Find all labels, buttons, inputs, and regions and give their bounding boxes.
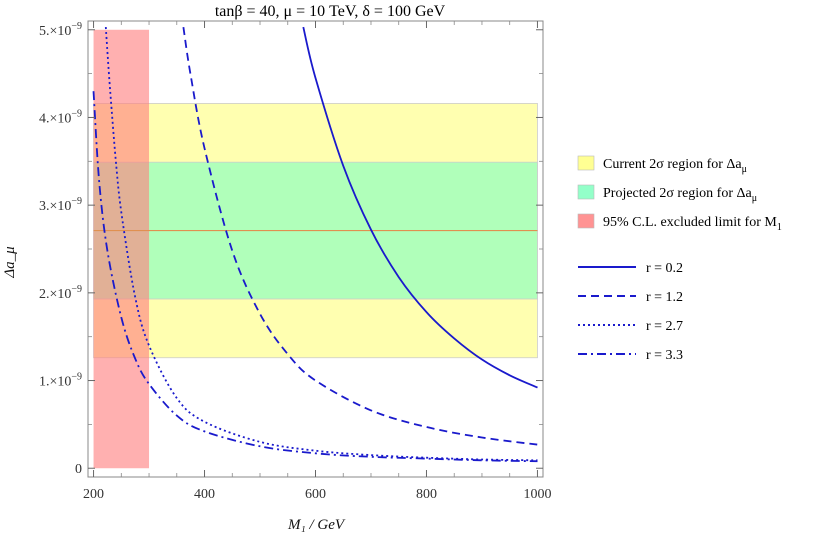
y-tick-mantissa: 1.×10	[39, 375, 71, 390]
chart-title: tanβ = 40, μ = 10 TeV, δ = 100 GeV	[215, 3, 446, 20]
y-tick-exponent: −9	[71, 108, 82, 119]
legend-label-projected-2-region-for-a: Projected 2σ region for Δaμ	[603, 186, 757, 204]
y-axis-title: Δa_μ	[2, 246, 18, 279]
legend-label-95-c-l-excluded-limit-for-m: 95% C.L. excluded limit for M1	[603, 215, 782, 233]
curves	[92, 26, 538, 463]
legend-label-main: Projected 2σ region for Δa	[603, 186, 753, 201]
x-tick-label: 600	[305, 487, 326, 502]
x-tick-label: 1000	[523, 487, 551, 502]
legend-label-main: 95% C.L. excluded limit for M	[603, 215, 777, 230]
y-tick-label: 2.×10−9	[39, 284, 82, 302]
x-tick-label: 200	[83, 487, 104, 502]
curve-r-1-2	[182, 26, 538, 446]
legend-label-current-2-region-for-a: Current 2σ region for Δaμ	[603, 157, 747, 175]
legend-swatch-95-c-l-excluded-limit-for-m	[577, 213, 595, 229]
y-tick-exponent: −9	[71, 21, 82, 32]
shaded-regions	[93, 29, 538, 469]
legend-swatch-projected-2-region-for-a	[577, 184, 595, 200]
x-tick-label: 400	[194, 487, 215, 502]
y-axis-ticks: 01.×10−92.×10−93.×10−94.×10−95.×10−9	[39, 21, 543, 477]
y-tick-mantissa: 0	[75, 462, 82, 477]
legend-label-r-2-7: r = 2.7	[646, 319, 683, 334]
legend-label-sub: 1	[777, 222, 782, 233]
x-tick-label: 800	[416, 487, 437, 502]
legend-label-r-1-2: r = 1.2	[646, 290, 683, 305]
x-axis-ticks: 200 400 600 800 1000	[83, 21, 551, 502]
y-tick-label: 1.×10−9	[39, 372, 82, 390]
legend-label-r-3-3: r = 3.3	[646, 348, 683, 363]
curve-r-3-3	[92, 91, 538, 463]
y-tick-label: 5.×10−9	[39, 21, 82, 39]
y-tick-mantissa: 2.×10	[39, 287, 71, 302]
y-tick-exponent: −9	[71, 372, 82, 383]
legend-label-sub: μ	[742, 164, 747, 175]
band-95-c-l-excluded-limit-for-m	[93, 29, 150, 469]
curve-r-2-7	[104, 27, 538, 462]
y-tick-label: 3.×10−9	[39, 196, 82, 214]
legend-label-main: Current 2σ region for Δa	[603, 157, 742, 172]
y-tick-label: 4.×10−9	[39, 108, 82, 126]
legend-label-sub: μ	[752, 193, 757, 204]
y-tick-exponent: −9	[71, 196, 82, 207]
legend-label-r-0-2: r = 0.2	[646, 261, 683, 276]
y-tick-mantissa: 4.×10	[39, 111, 71, 126]
y-tick-mantissa: 3.×10	[39, 199, 71, 214]
y-tick-mantissa: 5.×10	[39, 24, 71, 39]
y-tick-exponent: −9	[71, 284, 82, 295]
x-axis-title: M₁ / GeV	[287, 517, 346, 533]
y-tick-label: 0	[75, 462, 82, 477]
legend-swatch-current-2-region-for-a	[577, 155, 595, 171]
curve-r-0-2	[302, 26, 538, 389]
